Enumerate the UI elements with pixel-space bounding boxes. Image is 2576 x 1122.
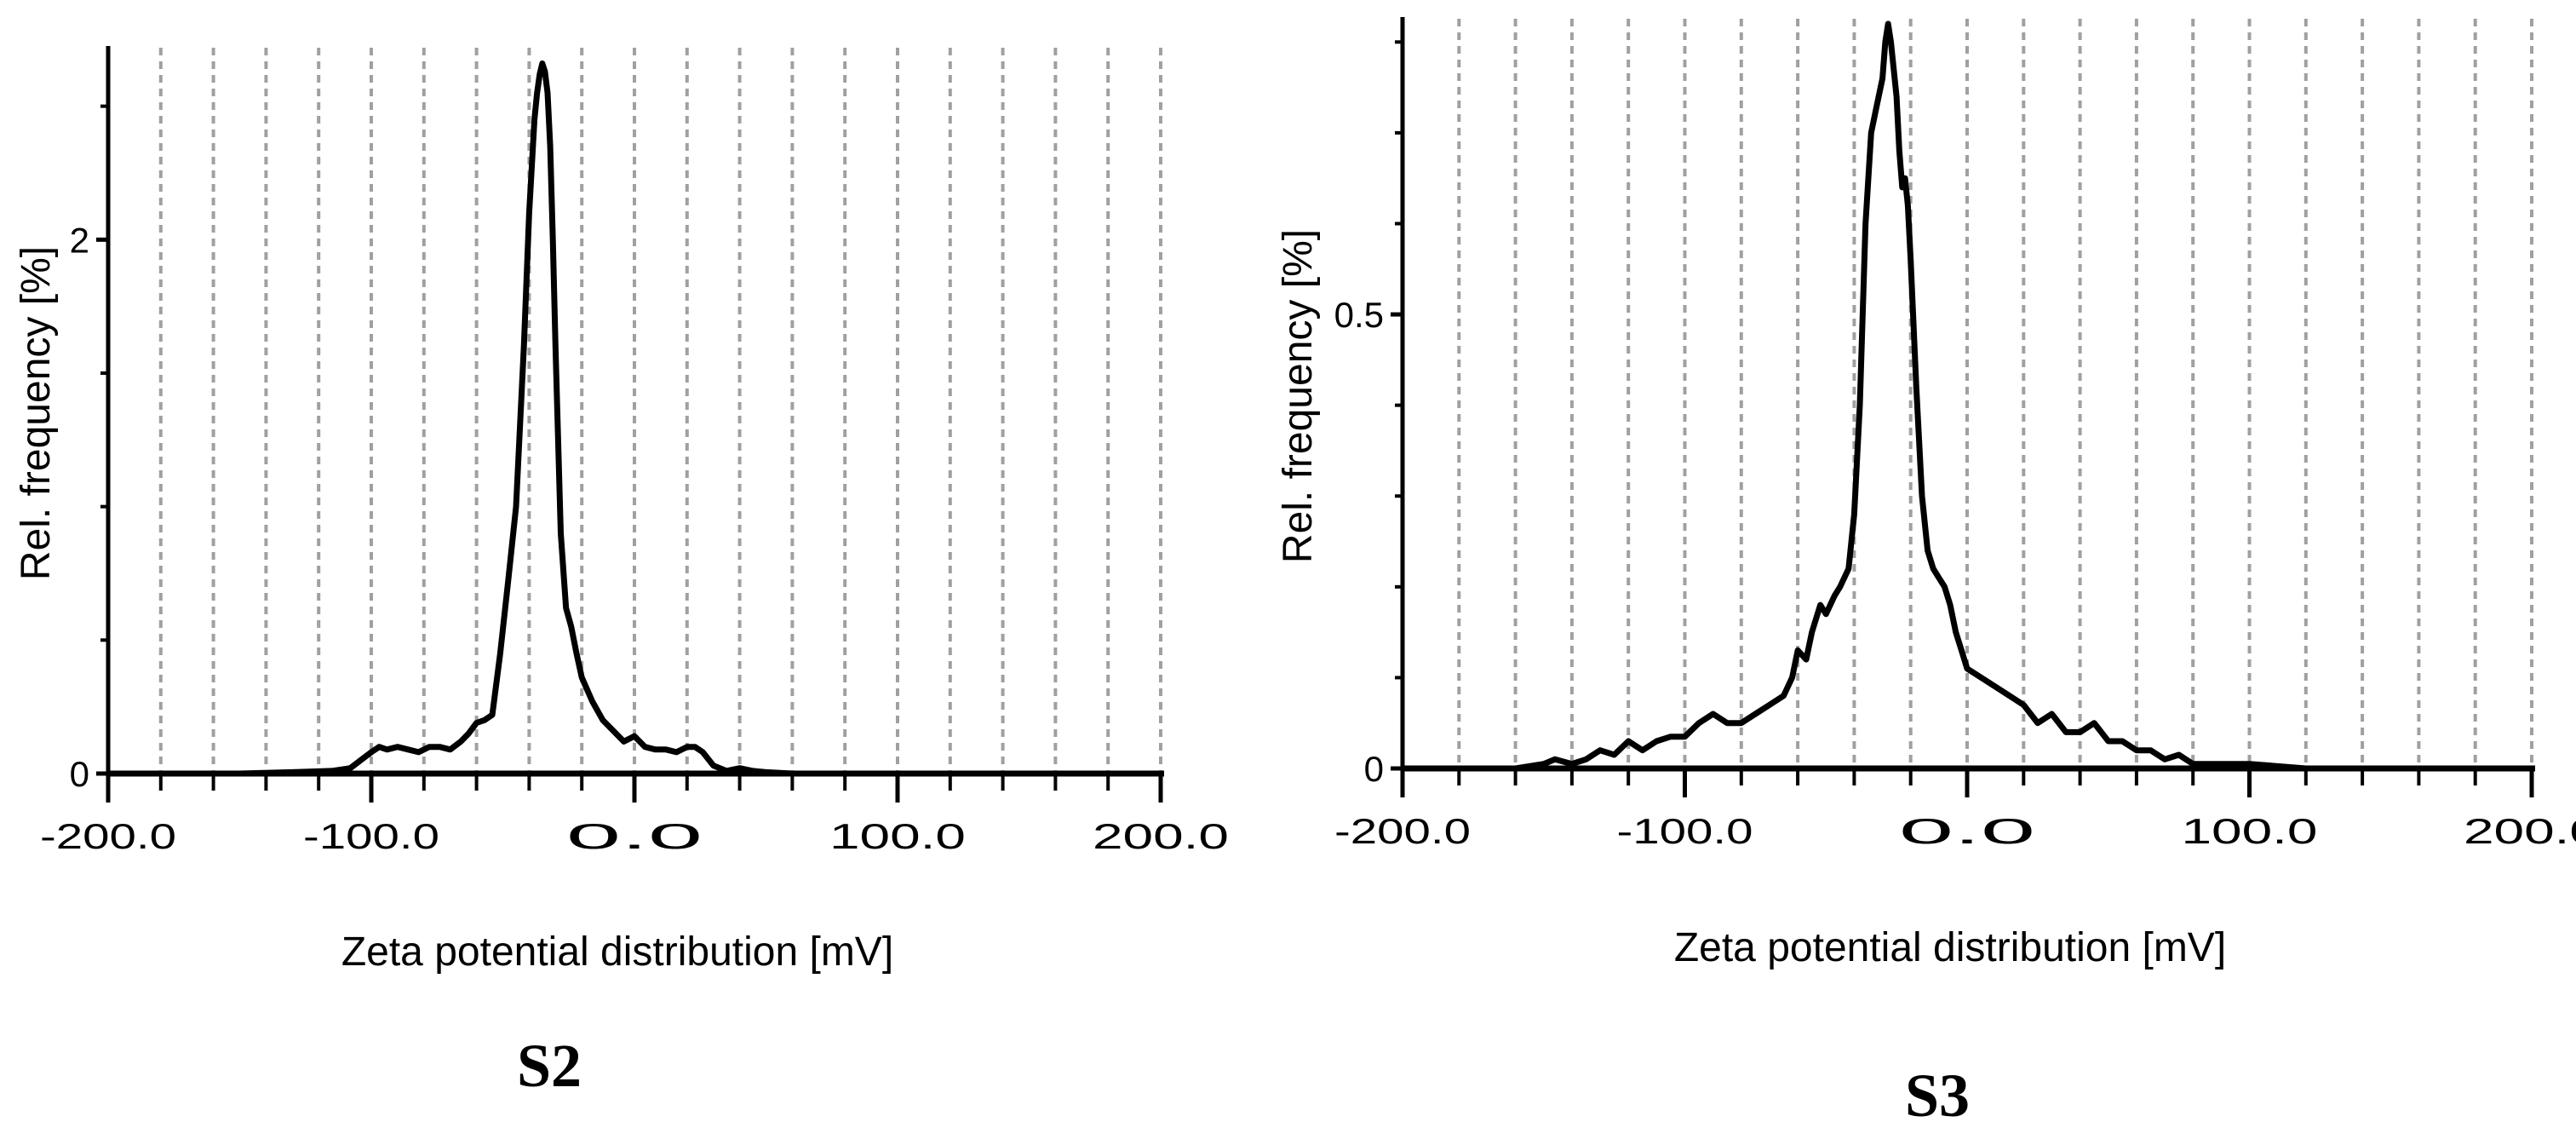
x-tick-label: 200.0 xyxy=(2464,811,2576,851)
panel-label: S2 xyxy=(517,1032,582,1100)
x-tick-label: 200.0 xyxy=(1093,816,1229,856)
x-tick-label: 0.0 xyxy=(1899,811,2035,851)
y-tick-label: 0 xyxy=(70,754,89,794)
x-tick-label: 0.0 xyxy=(566,816,703,856)
x-tick-label: 100.0 xyxy=(2182,811,2318,851)
x-tick-labels: -200.0 -100.0 0.0 100.0 200.0 xyxy=(40,816,1229,856)
grid-lines xyxy=(1457,19,2533,768)
y-tick-label: 0.5 xyxy=(1334,295,1384,335)
grid-lines xyxy=(158,48,1162,774)
y-tick-label: 0 xyxy=(1364,749,1384,789)
x-axis-title: Zeta potential distribution [mV] xyxy=(341,929,893,975)
panel-label: S3 xyxy=(1905,1062,1970,1122)
x-tick-labels: -200.0 -100.0 0.0 100.0 200.0 xyxy=(1334,811,2576,851)
x-tick-label: -100.0 xyxy=(1617,811,1753,851)
x-axis-title: Zeta potential distribution [mV] xyxy=(1674,925,2226,970)
x-tick-label: -200.0 xyxy=(40,816,176,856)
series-line xyxy=(105,60,1164,777)
chart-panel-s2: -200.0 -100.0 0.0 100.0 200.0 02 Zeta potent… xyxy=(14,46,1229,1100)
y-tick-labels: 02 xyxy=(70,220,89,794)
x-tick-label: -100.0 xyxy=(303,816,439,856)
y-axis-title: Rel. frequency [%] xyxy=(1276,229,1321,563)
y-tick-label: 2 xyxy=(70,220,89,260)
y-axis-title: Rel. frequency [%] xyxy=(14,246,59,580)
y-tick-labels: 00.5 xyxy=(1334,295,1384,789)
x-tick-label: 100.0 xyxy=(829,816,966,856)
x-tick-label: -200.0 xyxy=(1334,811,1471,851)
series-line xyxy=(1399,20,2535,772)
